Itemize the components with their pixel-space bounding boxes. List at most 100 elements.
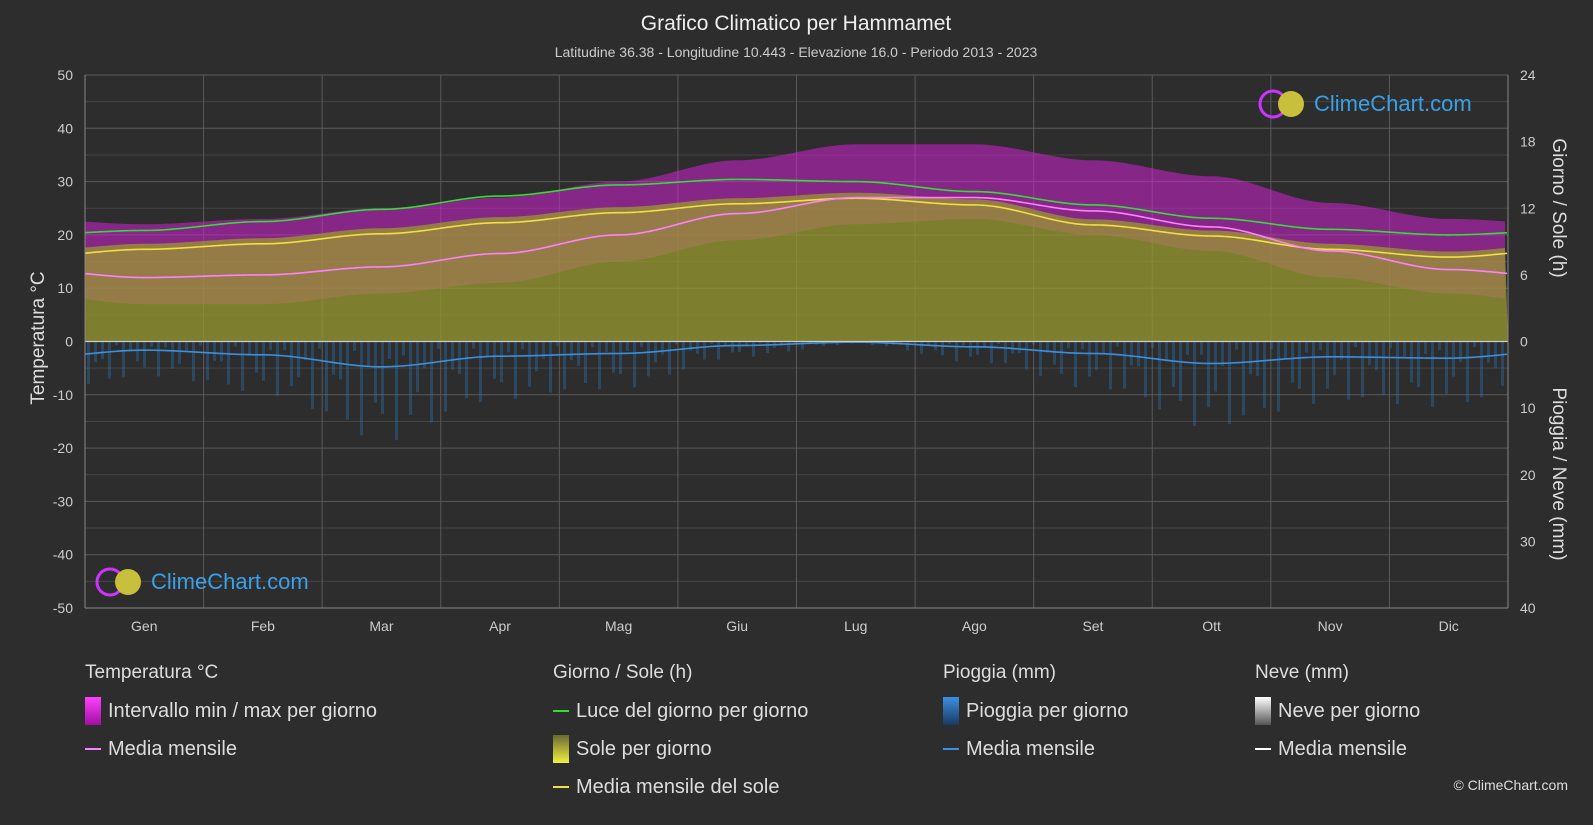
rain-bar <box>493 341 496 379</box>
rain-bar <box>1403 341 1406 357</box>
rain-bar <box>780 341 783 346</box>
rain-bar <box>451 341 454 370</box>
rain-bar <box>1459 341 1462 363</box>
rain-bar <box>262 341 265 381</box>
x-tick-label: Mag <box>605 618 632 634</box>
x-tick-label: Dic <box>1439 618 1459 634</box>
rain-bar <box>108 341 111 379</box>
legend-label: Intervallo min / max per giorno <box>108 699 378 722</box>
y-left-axis-label: Temperatura °C <box>28 271 49 404</box>
rain-bar <box>1396 341 1399 405</box>
rain-bar <box>521 341 524 350</box>
rain-bar <box>115 341 118 346</box>
legend-swatch-snow-mean <box>1255 748 1271 750</box>
rain-bar <box>626 341 629 352</box>
rain-bar <box>787 341 790 352</box>
rain-bar <box>388 341 391 359</box>
legend-temp-mean: Media mensile <box>85 736 377 762</box>
rain-bar <box>1018 341 1021 354</box>
rain-bar <box>500 341 503 383</box>
rain-bar <box>976 341 979 355</box>
rain-bar <box>668 341 671 375</box>
rain-bar <box>822 341 825 346</box>
rain-bar <box>1389 341 1392 349</box>
rain-bar <box>941 341 944 356</box>
rain-bar <box>241 341 244 392</box>
rain-bar <box>1067 341 1070 349</box>
rain-bar <box>430 341 433 423</box>
rain-bar <box>591 341 594 348</box>
rain-bar <box>1046 341 1049 353</box>
x-tick-label: Ott <box>1202 618 1221 634</box>
x-tick-label: Set <box>1082 618 1103 634</box>
legend-temperature: Temperatura °C Intervallo min / max per … <box>85 662 377 774</box>
legend-swatch-sunshine-mean <box>553 786 569 788</box>
rain-bar <box>486 341 489 356</box>
rain-bar <box>759 341 762 344</box>
rain-bar <box>710 341 713 344</box>
legend-swatch-temp-range <box>85 697 101 725</box>
rain-bar <box>472 341 475 349</box>
rain-bar <box>157 341 160 377</box>
rain-bar <box>633 341 636 388</box>
x-tick-label: Mar <box>369 618 393 634</box>
rain-bar <box>416 341 419 393</box>
rain-bar <box>682 341 685 370</box>
rain-bar <box>185 341 188 352</box>
rain-bar <box>801 341 804 350</box>
rain-bar <box>1473 341 1476 348</box>
rain-bar <box>150 341 153 347</box>
rain-bar <box>311 341 314 409</box>
rain-bar <box>962 341 965 346</box>
rain-bar <box>794 341 797 343</box>
rain-bar <box>1424 341 1427 354</box>
legend-swatch-snow <box>1255 697 1271 725</box>
rain-bar <box>598 341 601 390</box>
y-right-top-tick-label: 12 <box>1520 200 1536 216</box>
legend-label: Luce del giorno per giorno <box>576 699 809 722</box>
chart-subtitle: Latitudine 36.38 - Longitudine 10.443 - … <box>555 44 1038 60</box>
rain-bar <box>724 341 727 345</box>
rain-bar <box>955 341 958 362</box>
rain-bar <box>703 341 706 360</box>
rain-bar <box>101 341 104 359</box>
rain-bar <box>1382 341 1385 396</box>
rain-bar <box>1298 341 1301 389</box>
x-tick-label: Feb <box>251 618 275 634</box>
legend-sun: Giorno / Sole (h) Luce del giorno per gi… <box>553 662 808 812</box>
logo-icon <box>95 567 141 597</box>
rain-bar <box>136 341 139 362</box>
rain-bar <box>1179 341 1182 401</box>
rain-bar <box>227 341 230 385</box>
series-lines <box>84 178 1508 368</box>
y-left-tick-label: 50 <box>57 67 73 83</box>
rain-bar <box>192 341 195 382</box>
y-left-tick-label: 30 <box>57 174 73 190</box>
rain-bar <box>248 341 251 356</box>
x-tick-label: Lug <box>844 618 867 634</box>
rain-bar <box>1088 341 1091 377</box>
rain-bar <box>276 341 279 396</box>
rain-bar <box>122 341 125 378</box>
rain-bar <box>514 341 517 399</box>
rain-bar <box>297 341 300 378</box>
rain-bar <box>885 341 888 347</box>
rain-bar <box>304 341 307 361</box>
rain-bar <box>745 341 748 345</box>
rain-bar <box>549 341 552 393</box>
legend-rain-mean: Media mensile <box>943 736 1128 762</box>
legend-sun-title: Giorno / Sole (h) <box>553 662 693 683</box>
rain-bar <box>395 341 398 441</box>
chart-title: Grafico Climatico per Hammamet <box>641 12 952 35</box>
rain-bar <box>675 341 678 345</box>
rain-bar <box>1144 341 1147 398</box>
y-right-bottom-axis-label: Pioggia / Neve (mm) <box>1548 387 1569 560</box>
rain-bar <box>1333 341 1336 376</box>
legend-label: Media mensile del sole <box>576 775 780 798</box>
axes: 50 40 30 20 10 0 -10 -20 -30 -40 -50 24 18 12 6 0 10 20 30… <box>53 67 1536 634</box>
rain-bar <box>1361 341 1364 398</box>
rain-bar <box>87 341 90 385</box>
rain-bar <box>374 341 377 403</box>
rain-bar <box>332 341 335 375</box>
